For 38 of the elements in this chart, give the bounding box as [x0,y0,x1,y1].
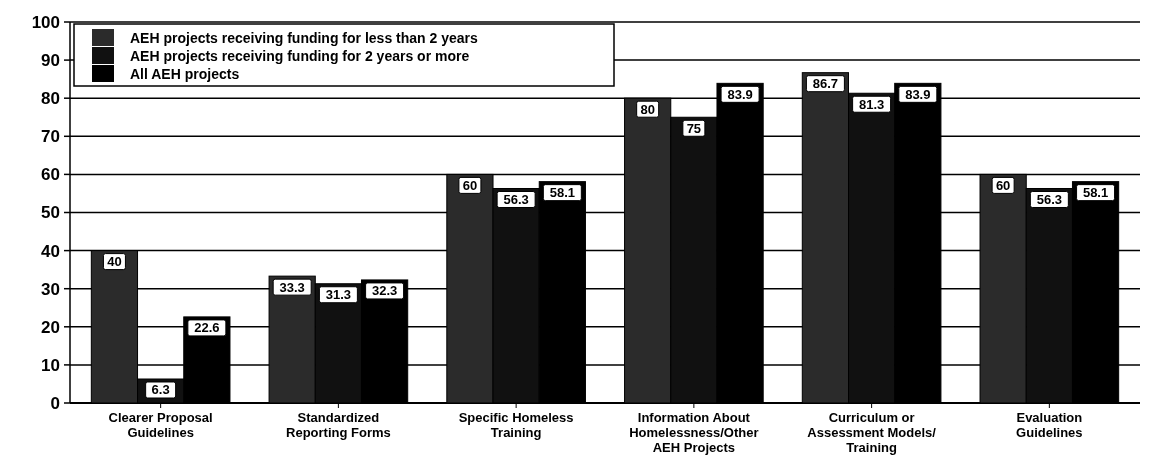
data-label: 58.1 [549,185,575,201]
x-tick-label: Specific Homeless Training [458,410,574,440]
legend-label: AEH projects receiving funding for less than 2 years [130,29,478,46]
y-tick-label: 60 [41,165,60,185]
data-label: 56.3 [503,192,529,207]
x-tick-label: Clearer Proposal Guidelines [108,410,213,440]
data-label: 31.3 [325,287,352,303]
data-label: 75 [686,120,702,136]
data-label: 60 [462,177,478,193]
legend-label: AEH projects receiving funding for 2 years or more [130,47,470,64]
data-label: 86.7 [812,76,839,92]
y-tick-label: 50 [41,203,60,223]
data-label: 83.9 [727,86,753,102]
x-tick-label: Information About Homelessness/Other AEH Projects [629,410,759,455]
data-label: 56.3 [1036,192,1063,207]
y-tick-label: 90 [41,51,60,71]
legend-label: All AEH projects [130,65,240,82]
y-tick-label: 100 [31,12,60,32]
data-label: 80 [640,101,655,117]
y-tick-label: 30 [41,279,60,299]
data-label: 32.3 [371,283,398,299]
x-tick-label: Standardized Reporting Forms [286,410,391,440]
data-label: 83.9 [905,86,931,102]
data-label: 33.3 [279,279,305,295]
y-tick-label: 0 [50,393,60,413]
data-label: 60 [995,177,1011,193]
y-tick-label: 20 [41,317,60,337]
y-tick-label: 10 [41,355,60,375]
data-label: 40 [107,254,122,270]
data-label: 81.3 [858,96,885,112]
data-label: 58.1 [1082,185,1109,201]
y-tick-label: 80 [41,89,60,109]
y-tick-label: 40 [41,241,60,261]
y-tick-label: 70 [41,127,60,147]
x-tick-label: Evaluation Guidelines [1016,410,1083,440]
data-label: 22.6 [194,320,220,336]
data-label: 6.3 [151,382,170,398]
x-tick-label: Curriculum or Assessment Models/ Training [807,410,937,455]
